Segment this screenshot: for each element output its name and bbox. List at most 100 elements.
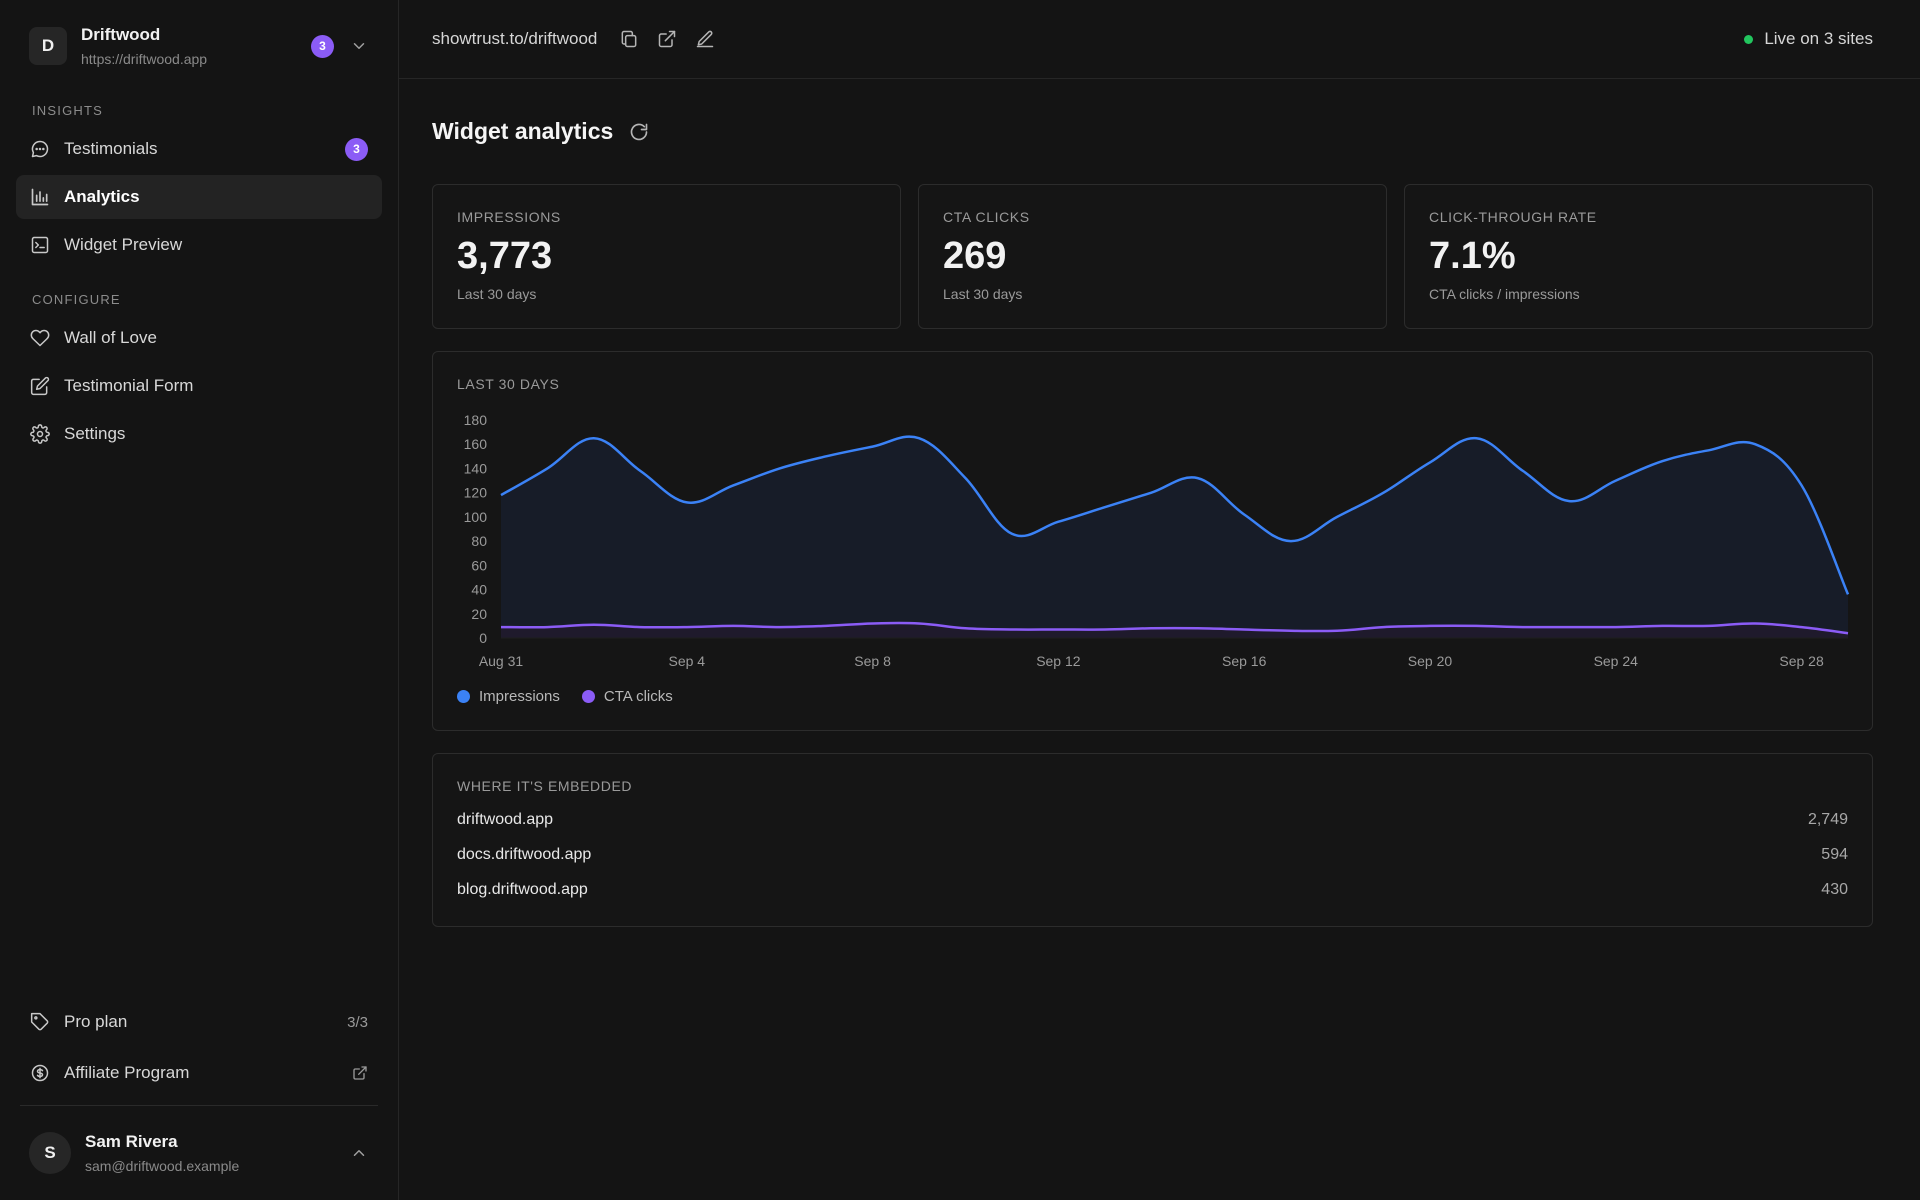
refresh-icon[interactable] xyxy=(629,122,649,142)
testimonials-count-badge: 3 xyxy=(345,137,368,161)
gear-icon xyxy=(30,424,50,444)
sidebar-item-affiliate-program[interactable]: Affiliate Program xyxy=(16,1051,382,1095)
stat-card-impressions: IMPRESSIONS 3,773 Last 30 days xyxy=(432,184,901,329)
sidebar-item-testimonial-form[interactable]: Testimonial Form xyxy=(16,364,382,408)
y-tick-label: 60 xyxy=(471,557,487,573)
page-title: Widget analytics xyxy=(432,118,614,144)
sidebar-item-label: Affiliate Program xyxy=(64,1063,190,1082)
embed-count: 430 xyxy=(1821,880,1848,898)
heart-icon xyxy=(30,329,50,347)
y-tick-label: 40 xyxy=(471,582,487,598)
sidebar-item-label: Testimonial Form xyxy=(64,376,194,395)
sidebar: D Driftwood https://driftwood.app 3 INSI… xyxy=(0,0,399,1200)
y-tick-label: 0 xyxy=(479,630,487,646)
edit-icon xyxy=(30,376,50,396)
sidebar-item-wall-of-love[interactable]: Wall of Love xyxy=(16,316,382,360)
x-tick-label: Sep 28 xyxy=(1779,653,1824,669)
sidebar-item-label: Settings xyxy=(64,424,126,443)
live-status-text: Live on 3 sites xyxy=(1764,29,1873,48)
stat-value: 7.1% xyxy=(1429,235,1516,277)
legend-swatch xyxy=(457,690,470,703)
sidebar-item-testimonials[interactable]: Testimonials 3 xyxy=(16,127,382,171)
embed-site[interactable]: blog.driftwood.app xyxy=(457,880,588,898)
chevron-down-icon[interactable] xyxy=(350,37,368,55)
series-line-impressions xyxy=(500,435,1850,595)
stat-label: IMPRESSIONS xyxy=(457,209,561,225)
sidebar-item-pro-plan[interactable]: Pro plan 3/3 xyxy=(16,1000,382,1044)
user-name: Sam Rivera xyxy=(85,1132,178,1151)
stat-card-ctr: CLICK-THROUGH RATE 7.1% CTA clicks / imp… xyxy=(1404,184,1873,329)
x-tick-label: Sep 24 xyxy=(1594,653,1639,669)
terminal-icon xyxy=(31,236,49,254)
widget-url: showtrust.to/driftwood xyxy=(432,29,598,48)
title-row: Widget analytics xyxy=(432,79,1873,184)
workspace-info: Driftwood https://driftwood.app xyxy=(81,25,311,67)
sidebar-item-label: Analytics xyxy=(64,187,140,206)
series-line-cta-clicks xyxy=(500,621,1849,635)
embedded-sites-card: WHERE IT'S EMBEDDED driftwood.app 2,749 … xyxy=(432,753,1873,927)
chart-card: LAST 30 DAYS 0 20 40 60 80 100 120 140 160 180 Aug… xyxy=(432,351,1873,731)
chat-bubble-icon xyxy=(31,140,49,158)
y-tick-label: 140 xyxy=(464,460,488,476)
chart-legend: Impressions CTA clicks xyxy=(457,688,695,705)
list-item: docs.driftwood.app 594 xyxy=(457,837,1848,872)
sidebar-item-label: Wall of Love xyxy=(64,328,157,347)
section-label-insights: INSIGHTS xyxy=(32,103,103,118)
sidebar-item-analytics[interactable]: Analytics xyxy=(16,175,382,219)
legend-swatch xyxy=(581,690,595,703)
workspace-url: https://driftwood.app xyxy=(81,51,208,67)
stat-subtext: CTA clicks / impressions xyxy=(1429,286,1580,302)
sidebar-item-settings[interactable]: Settings xyxy=(16,412,382,456)
stat-label: CTA CLICKS xyxy=(943,209,1030,225)
x-tick-label: Sep 12 xyxy=(1036,653,1081,669)
external-link-icon xyxy=(353,1066,367,1080)
analytics-content: Widget analytics IMPRESSIONS 3,773 Last … xyxy=(399,79,1920,927)
stat-subtext: Last 30 days xyxy=(943,286,1023,302)
section-label-configure: CONFIGURE xyxy=(32,292,121,307)
sidebar-item-label: Testimonials xyxy=(64,139,158,158)
legend-label: Impressions xyxy=(479,688,560,705)
stat-value: 269 xyxy=(943,235,1007,277)
embed-count: 594 xyxy=(1821,845,1848,863)
user-info: Sam Rivera sam@driftwood.example xyxy=(85,1132,334,1174)
copy-icon[interactable] xyxy=(619,29,639,49)
chevron-up-icon[interactable] xyxy=(350,1144,368,1162)
stat-subtext: Last 30 days xyxy=(457,286,537,302)
x-tick-label: Sep 4 xyxy=(668,653,705,669)
bar-chart-icon xyxy=(31,188,49,206)
embed-count: 2,749 xyxy=(1807,810,1848,828)
workspace-avatar: D xyxy=(29,27,67,65)
sidebar-footer: Pro plan 3/3 Affiliate Program S Sam Riv… xyxy=(0,1000,398,1200)
stats-row: IMPRESSIONS 3,773 Last 30 days CTA CLICK… xyxy=(432,184,1873,329)
avatar: S xyxy=(29,1132,71,1174)
embed-site[interactable]: driftwood.app xyxy=(457,810,554,828)
y-tick-label: 100 xyxy=(464,509,488,525)
status-dot xyxy=(1744,34,1754,44)
dollar-circle-icon xyxy=(31,1064,49,1082)
analytics-chart: 0 20 40 60 80 100 120 140 160 180 Aug 31 Sep 4 Sep 8… xyxy=(464,412,1850,669)
list-item: blog.driftwood.app 430 xyxy=(457,872,1848,907)
topbar: showtrust.to/driftwood Live on 3 sites xyxy=(399,0,1920,79)
user-menu[interactable]: S Sam Rivera sam@driftwood.example xyxy=(0,1106,398,1200)
legend-item-impressions: Impressions xyxy=(457,688,560,705)
sidebar-item-label: Widget Preview xyxy=(64,235,183,254)
legend-item-cta-clicks: CTA clicks xyxy=(581,688,673,705)
y-tick-label: 160 xyxy=(464,436,488,452)
plan-usage: 3/3 xyxy=(347,1013,368,1031)
embedded-card-label: WHERE IT'S EMBEDDED xyxy=(457,778,633,794)
series-area-impressions xyxy=(501,436,1848,638)
y-tick-label: 80 xyxy=(471,533,487,549)
pencil-icon[interactable] xyxy=(695,29,715,49)
workspace-name: Driftwood xyxy=(81,25,161,44)
external-link-icon[interactable] xyxy=(657,29,677,49)
y-tick-label: 120 xyxy=(464,485,488,501)
y-tick-label: 180 xyxy=(464,412,488,428)
workspace-switcher[interactable]: D Driftwood https://driftwood.app 3 xyxy=(0,0,398,92)
x-tick-label: Aug 31 xyxy=(479,653,524,669)
sidebar-item-widget-preview[interactable]: Widget Preview xyxy=(16,223,382,267)
tag-icon xyxy=(30,1012,49,1031)
embed-site[interactable]: docs.driftwood.app xyxy=(457,845,592,863)
x-tick-label: Sep 8 xyxy=(854,653,891,669)
y-tick-label: 20 xyxy=(471,606,487,622)
